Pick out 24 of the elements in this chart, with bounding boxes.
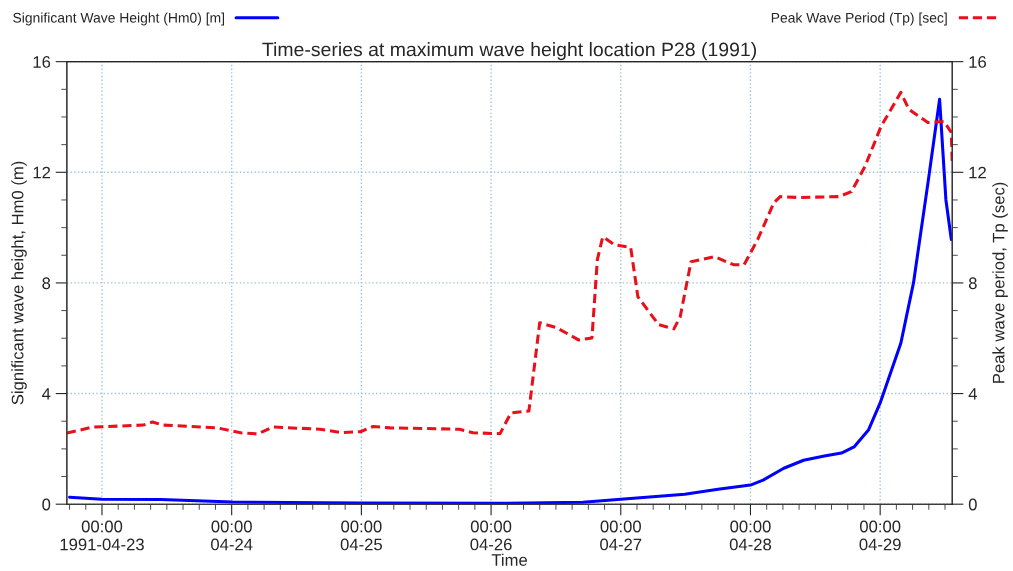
x-tick-label: 00:00 04-27 xyxy=(600,520,642,551)
y2-tick-label: 8 xyxy=(968,277,977,290)
x-tick-label: 00:00 04-28 xyxy=(729,520,772,551)
y-tick-label: 12 xyxy=(33,166,51,179)
y-tick-label: 4 xyxy=(42,388,51,400)
x-tick-label: 00:00 04-25 xyxy=(340,520,382,551)
legend-label: Peak Wave Period (Tp) [sec] xyxy=(771,12,947,26)
x-axis-title: Time xyxy=(491,553,528,566)
x-tick-label: 00:00 04-24 xyxy=(211,520,253,551)
x-tick-label: 00:00 04-26 xyxy=(470,520,512,551)
y-tick-label: 8 xyxy=(42,277,51,290)
y2-tick-label: 16 xyxy=(969,56,986,68)
line-series xyxy=(66,90,953,436)
chart-title: Time-series at maximum wave height location P28 (1991) xyxy=(262,42,756,61)
y-tick-label: 16 xyxy=(33,56,51,68)
legend-label: Significant Wave Height (Hm0) [m] xyxy=(13,12,225,26)
x-tick-label: 00:00 1991-04-23 xyxy=(60,520,144,551)
y2-tick-label: 0 xyxy=(968,498,977,511)
y2-axis-title: Peak wave period, Tp (sec) xyxy=(992,182,1008,383)
y2-tick-label: 12 xyxy=(969,166,986,179)
y-axis-title: Significant wave height, Hm0 (m) xyxy=(11,161,27,405)
x-tick-label: 00:00 04-29 xyxy=(859,520,901,551)
y-tick-label: 0 xyxy=(42,498,51,511)
y2-tick-label: 4 xyxy=(968,388,977,400)
